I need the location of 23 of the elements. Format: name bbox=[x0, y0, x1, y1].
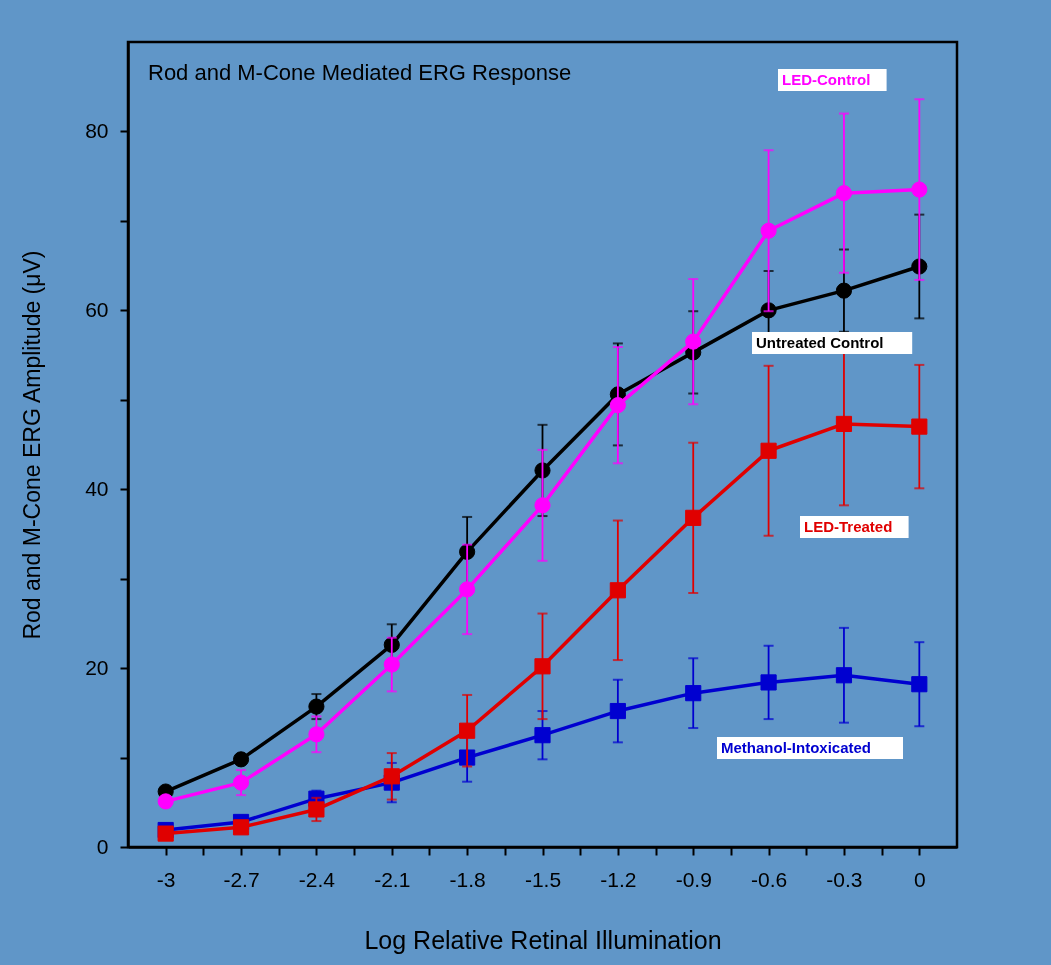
x-tick-label: -3 bbox=[156, 867, 176, 891]
y-tick-label: 0 bbox=[96, 834, 109, 858]
y-tick-label: 60 bbox=[85, 297, 109, 321]
x-tick-label: -1.8 bbox=[449, 867, 486, 891]
text: LED-Control bbox=[782, 71, 871, 88]
y-axis-title: Rod and M-Cone ERG Amplitude (μV) bbox=[19, 250, 46, 640]
x-tick-label: -2.1 bbox=[374, 867, 411, 891]
y-tick-label: 40 bbox=[85, 476, 109, 500]
y-tick-label: 80 bbox=[85, 118, 109, 142]
series-label: Untreated Control bbox=[756, 334, 884, 351]
x-tick-label: -0.9 bbox=[675, 867, 712, 891]
x-tick-label: -2.4 bbox=[298, 867, 336, 891]
x-tick-label: -0.6 bbox=[751, 867, 788, 891]
x-axis-title: Log Relative Retinal Illumination bbox=[364, 925, 722, 954]
text: LED-Treated bbox=[804, 518, 893, 535]
x-tick-label: -0.3 bbox=[826, 867, 863, 891]
y-tick-label: 20 bbox=[85, 655, 109, 679]
text: Methanol-Intoxicated bbox=[721, 739, 872, 756]
text: Rod and M-Cone Mediated ERG Response bbox=[148, 60, 572, 85]
x-tick-label: -1.5 bbox=[524, 867, 562, 891]
x-tick-label: -2.7 bbox=[223, 867, 260, 891]
x-tick-label: 0 bbox=[913, 867, 926, 891]
x-tick-label: -1.2 bbox=[600, 867, 637, 891]
